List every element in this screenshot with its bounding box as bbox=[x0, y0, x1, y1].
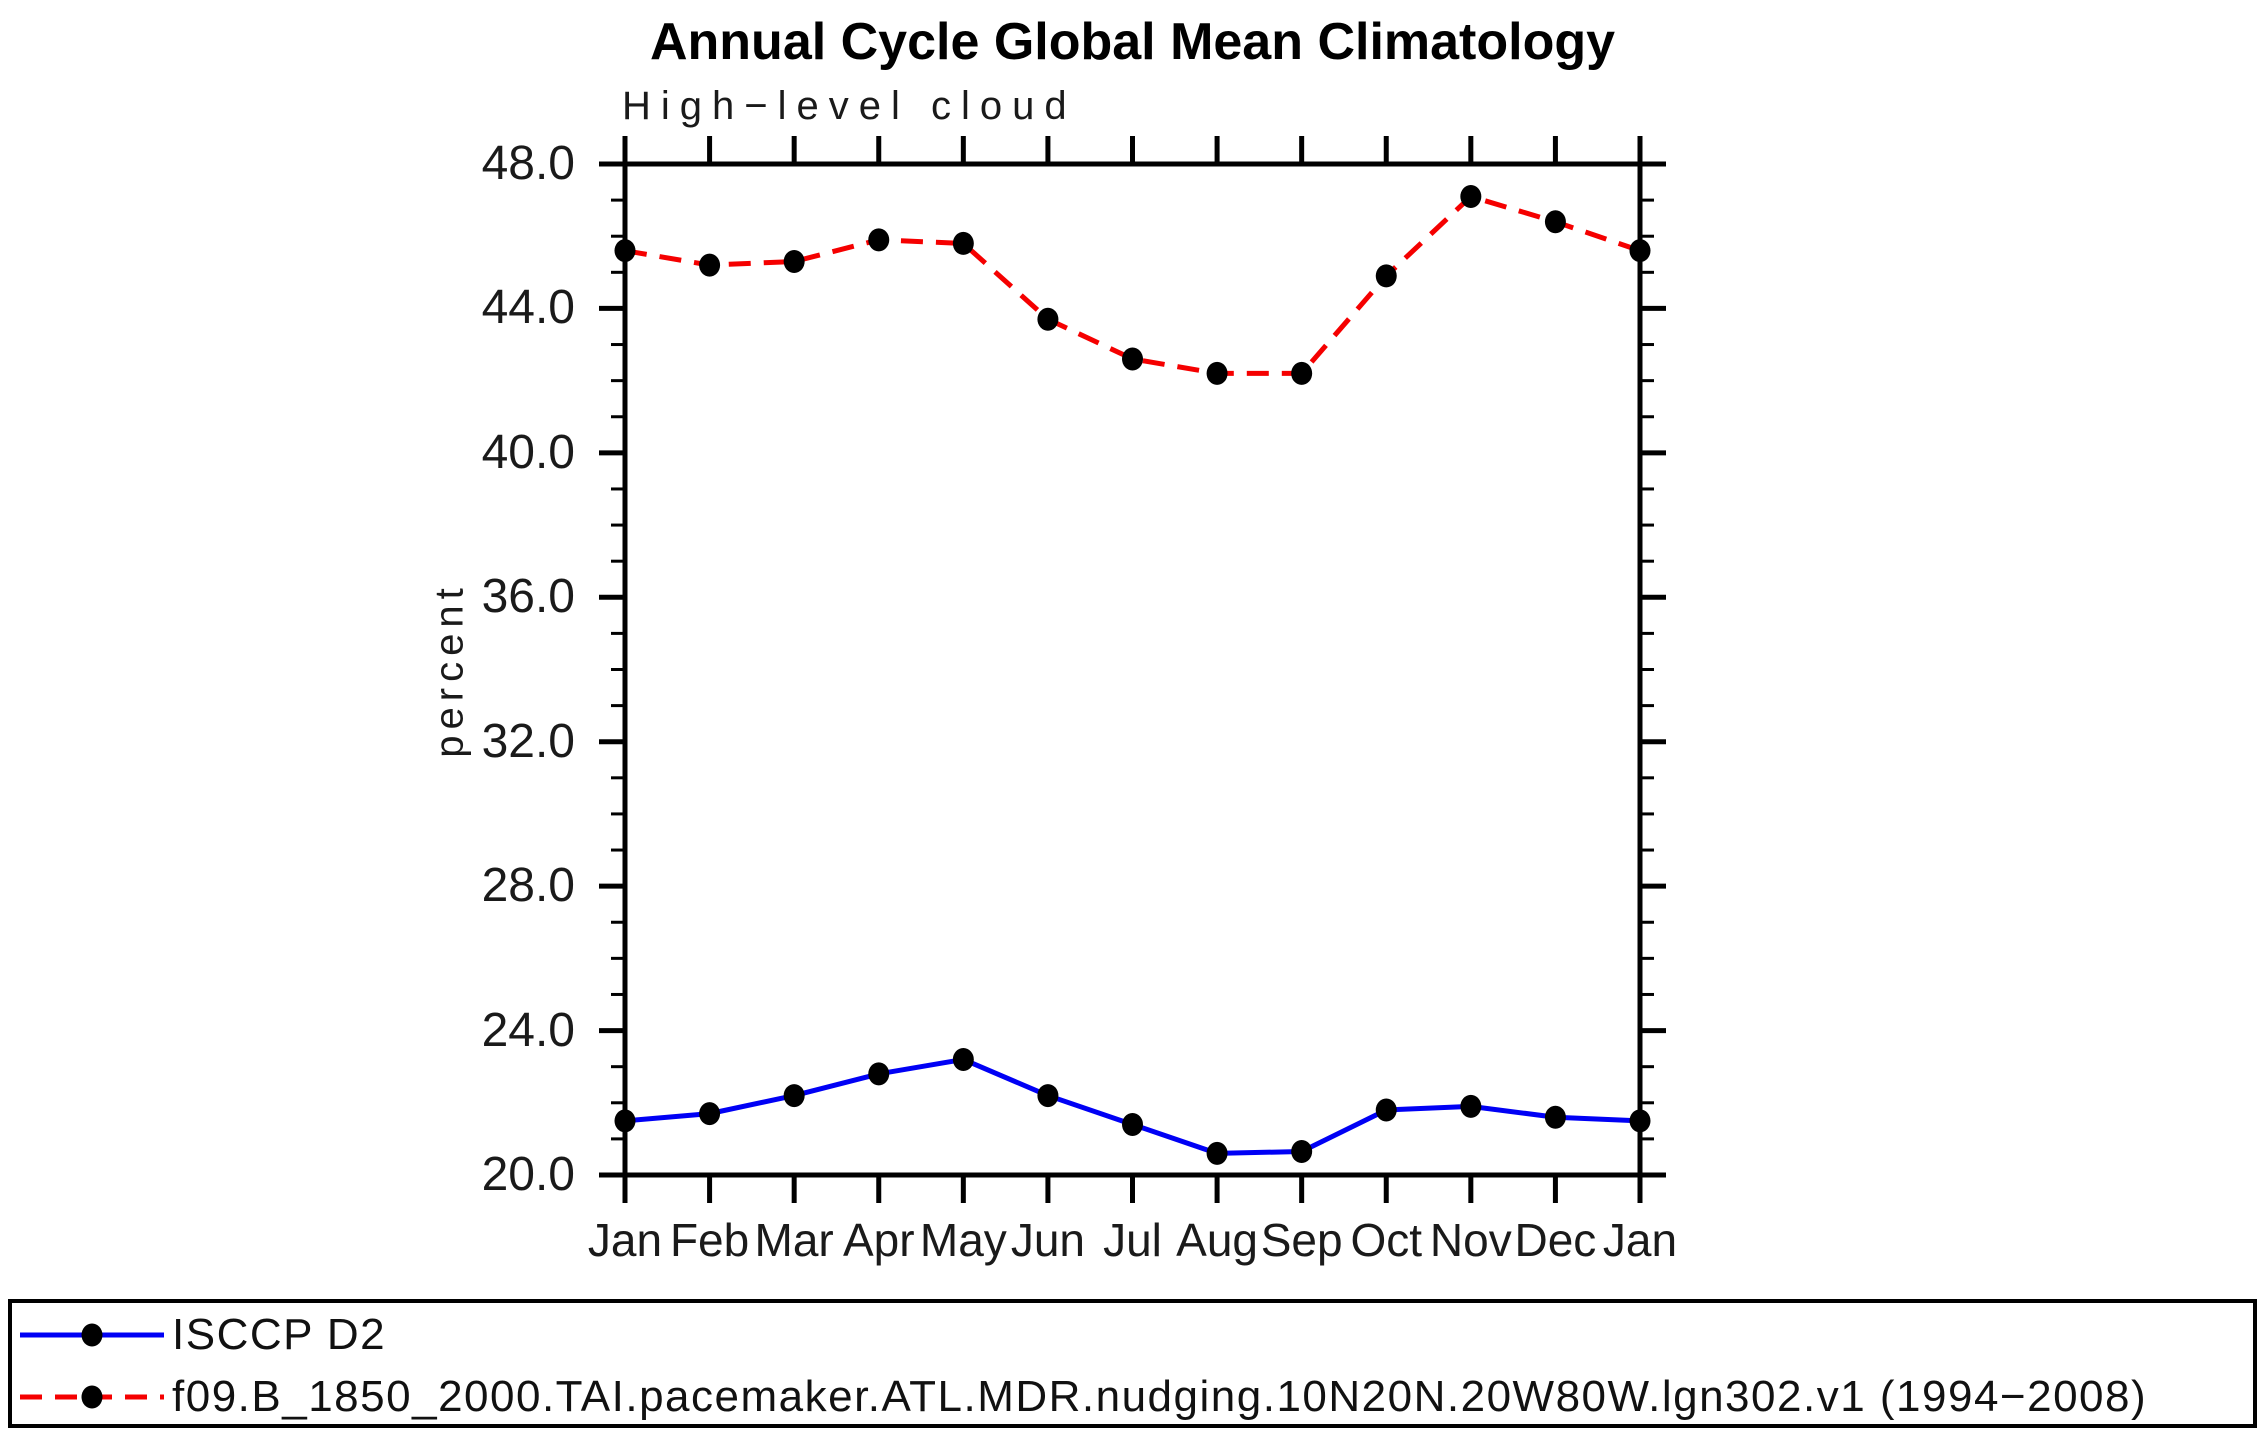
data-point-marker-1 bbox=[1206, 361, 1228, 385]
data-point-marker-1 bbox=[1037, 307, 1059, 331]
data-point-marker-1 bbox=[1544, 210, 1566, 234]
chart-title: Annual Cycle Global Mean Climatology bbox=[649, 13, 1616, 71]
data-point-marker-0 bbox=[868, 1062, 890, 1086]
y-tick-label: 24.0 bbox=[481, 1003, 575, 1057]
y-tick-label: 28.0 bbox=[481, 859, 575, 913]
chart-subtitle: High−level cloud bbox=[622, 84, 1077, 128]
data-point-marker-1 bbox=[1460, 184, 1482, 208]
data-point-marker-0 bbox=[783, 1084, 805, 1108]
data-point-marker-1 bbox=[868, 228, 890, 252]
legend-line-sample-dashed bbox=[20, 1385, 164, 1409]
x-tick-label: Jun bbox=[1010, 1214, 1085, 1266]
data-point-marker-1 bbox=[614, 239, 636, 263]
data-point-marker-1 bbox=[952, 231, 974, 255]
data-point-marker-0 bbox=[1375, 1098, 1397, 1122]
data-point-marker-0 bbox=[952, 1047, 974, 1071]
x-tick-label: Apr bbox=[842, 1214, 915, 1266]
x-tick-label: Sep bbox=[1260, 1214, 1343, 1266]
series-line-0 bbox=[624, 1056, 1641, 1156]
x-tick-label: Jul bbox=[1103, 1214, 1162, 1266]
data-point-marker-1 bbox=[783, 249, 805, 273]
x-tick-label: Oct bbox=[1350, 1214, 1423, 1266]
legend-label-isccp: ISCCP D2 bbox=[172, 1310, 387, 1359]
data-point-marker-0 bbox=[1291, 1140, 1313, 1164]
y-tick-label: 32.0 bbox=[481, 714, 575, 768]
data-point-marker-1 bbox=[1122, 347, 1143, 371]
data-point-marker-0 bbox=[1206, 1141, 1228, 1165]
legend-label-model: f09.B_1850_2000.TAI.pacemaker.ATL.MDR.nu… bbox=[172, 1372, 2148, 1421]
y-tick-label: 48.0 bbox=[481, 137, 575, 190]
legend-marker-dot-icon bbox=[81, 1323, 103, 1347]
legend-entry-isccp: ISCCP D2 bbox=[12, 1307, 2253, 1363]
data-point-marker-1 bbox=[1375, 264, 1397, 288]
data-point-marker-0 bbox=[1629, 1109, 1651, 1133]
y-tick-label: 44.0 bbox=[481, 281, 575, 335]
x-tick-label: Dec bbox=[1514, 1214, 1597, 1266]
x-tick-label: Jan bbox=[587, 1214, 663, 1266]
legend-line-sample-solid bbox=[20, 1323, 164, 1347]
series-line-1 bbox=[624, 193, 1641, 376]
plot-frame bbox=[622, 161, 1643, 1178]
x-tick-label: Aug bbox=[1176, 1214, 1258, 1266]
data-point-marker-1 bbox=[1629, 239, 1651, 263]
data-point-marker-0 bbox=[1460, 1094, 1482, 1118]
data-point-marker-0 bbox=[1122, 1112, 1143, 1136]
legend: ISCCP D2 f09.B_1850_2000.TAI.pacemaker.A… bbox=[8, 1299, 2257, 1428]
data-point-marker-0 bbox=[614, 1109, 636, 1133]
x-tick-label: Nov bbox=[1429, 1214, 1512, 1266]
x-tick-label: Jan bbox=[1602, 1214, 1678, 1266]
data-point-marker-0 bbox=[1037, 1084, 1059, 1108]
data-point-marker-1 bbox=[1291, 361, 1313, 385]
legend-entry-model: f09.B_1850_2000.TAI.pacemaker.ATL.MDR.nu… bbox=[12, 1369, 2253, 1425]
y-tick-label: 20.0 bbox=[481, 1148, 575, 1201]
data-point-marker-0 bbox=[699, 1102, 721, 1126]
data-point-marker-1 bbox=[699, 253, 721, 277]
legend-marker-dot-icon bbox=[81, 1385, 103, 1409]
data-point-marker-0 bbox=[1544, 1105, 1566, 1129]
x-tick-label: May bbox=[919, 1214, 1007, 1266]
y-tick-label: 36.0 bbox=[481, 570, 575, 624]
y-tick-label: 40.0 bbox=[481, 425, 575, 479]
x-tick-label: Mar bbox=[754, 1214, 834, 1266]
x-tick-label: Feb bbox=[669, 1214, 750, 1266]
